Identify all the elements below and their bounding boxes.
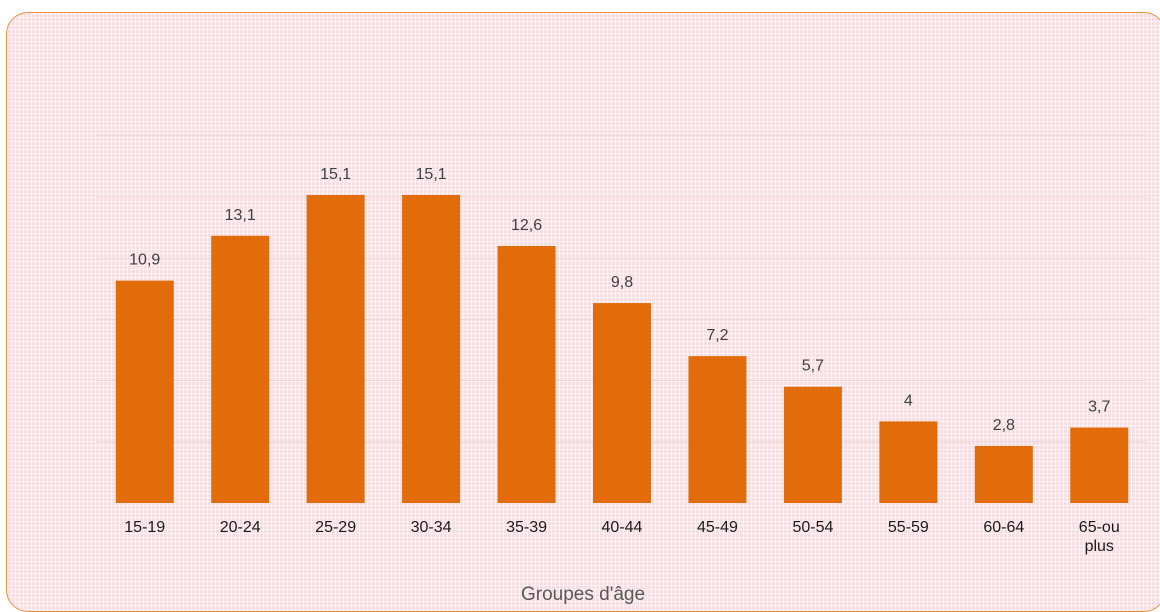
chart-frame: 10,9 13,1 15,1 15,1 12,6 9,8 7,2 5,7 4 2,8 3,7 15-… [6, 12, 1160, 612]
bar-35-39 [497, 245, 556, 503]
bar-15-19 [115, 280, 174, 503]
x-tick-label: 45-49 [697, 519, 738, 536]
bar-55-59 [879, 421, 938, 503]
bar-25-29 [306, 194, 365, 503]
x-tick-label: 50-54 [792, 519, 833, 536]
bar-chart: 10,9 13,1 15,1 15,1 12,6 9,8 7,2 5,7 4 2,8 3,7 15-… [97, 135, 1147, 605]
data-label: 4 [904, 392, 913, 409]
data-label: 15,1 [416, 166, 447, 183]
x-tick-label: 55-59 [888, 519, 929, 536]
bar-60-64 [974, 445, 1033, 503]
data-label: 12,6 [511, 217, 542, 234]
data-label: 10,9 [129, 252, 160, 269]
x-tick-label: 65-ou plus [1079, 519, 1120, 555]
data-labels: 10,9 13,1 15,1 15,1 12,6 9,8 7,2 5,7 4 2,8 3,7 [129, 166, 1110, 434]
x-tick-label: 60-64 [983, 519, 1024, 536]
bar-20-24 [211, 235, 270, 503]
bars [115, 194, 1129, 503]
x-tick-label: 25-29 [315, 519, 356, 536]
x-tick-label: 30-34 [411, 519, 452, 536]
data-label: 13,1 [225, 207, 256, 224]
data-label: 2,8 [993, 417, 1015, 434]
bar-30-34 [402, 194, 461, 503]
x-tick-label: 15-19 [124, 519, 165, 536]
data-label: 7,2 [706, 327, 728, 344]
x-axis-ticks: 15-19 20-24 25-29 30-34 35-39 40-44 45-49 50-54… [124, 519, 1119, 555]
bar-45-49 [688, 356, 747, 503]
data-label: 5,7 [802, 358, 824, 375]
data-label: 9,8 [611, 274, 633, 291]
x-tick-label: 20-24 [220, 519, 261, 536]
bar-65-ou-plus [1070, 427, 1129, 503]
x-tick-label: 40-44 [602, 519, 643, 536]
x-tick-label: 35-39 [506, 519, 547, 536]
data-label: 3,7 [1088, 399, 1110, 416]
bar-40-44 [593, 303, 651, 503]
bar-50-54 [783, 386, 842, 503]
x-axis-title: Groupes d'âge [521, 584, 645, 605]
data-label: 15,1 [320, 166, 351, 183]
